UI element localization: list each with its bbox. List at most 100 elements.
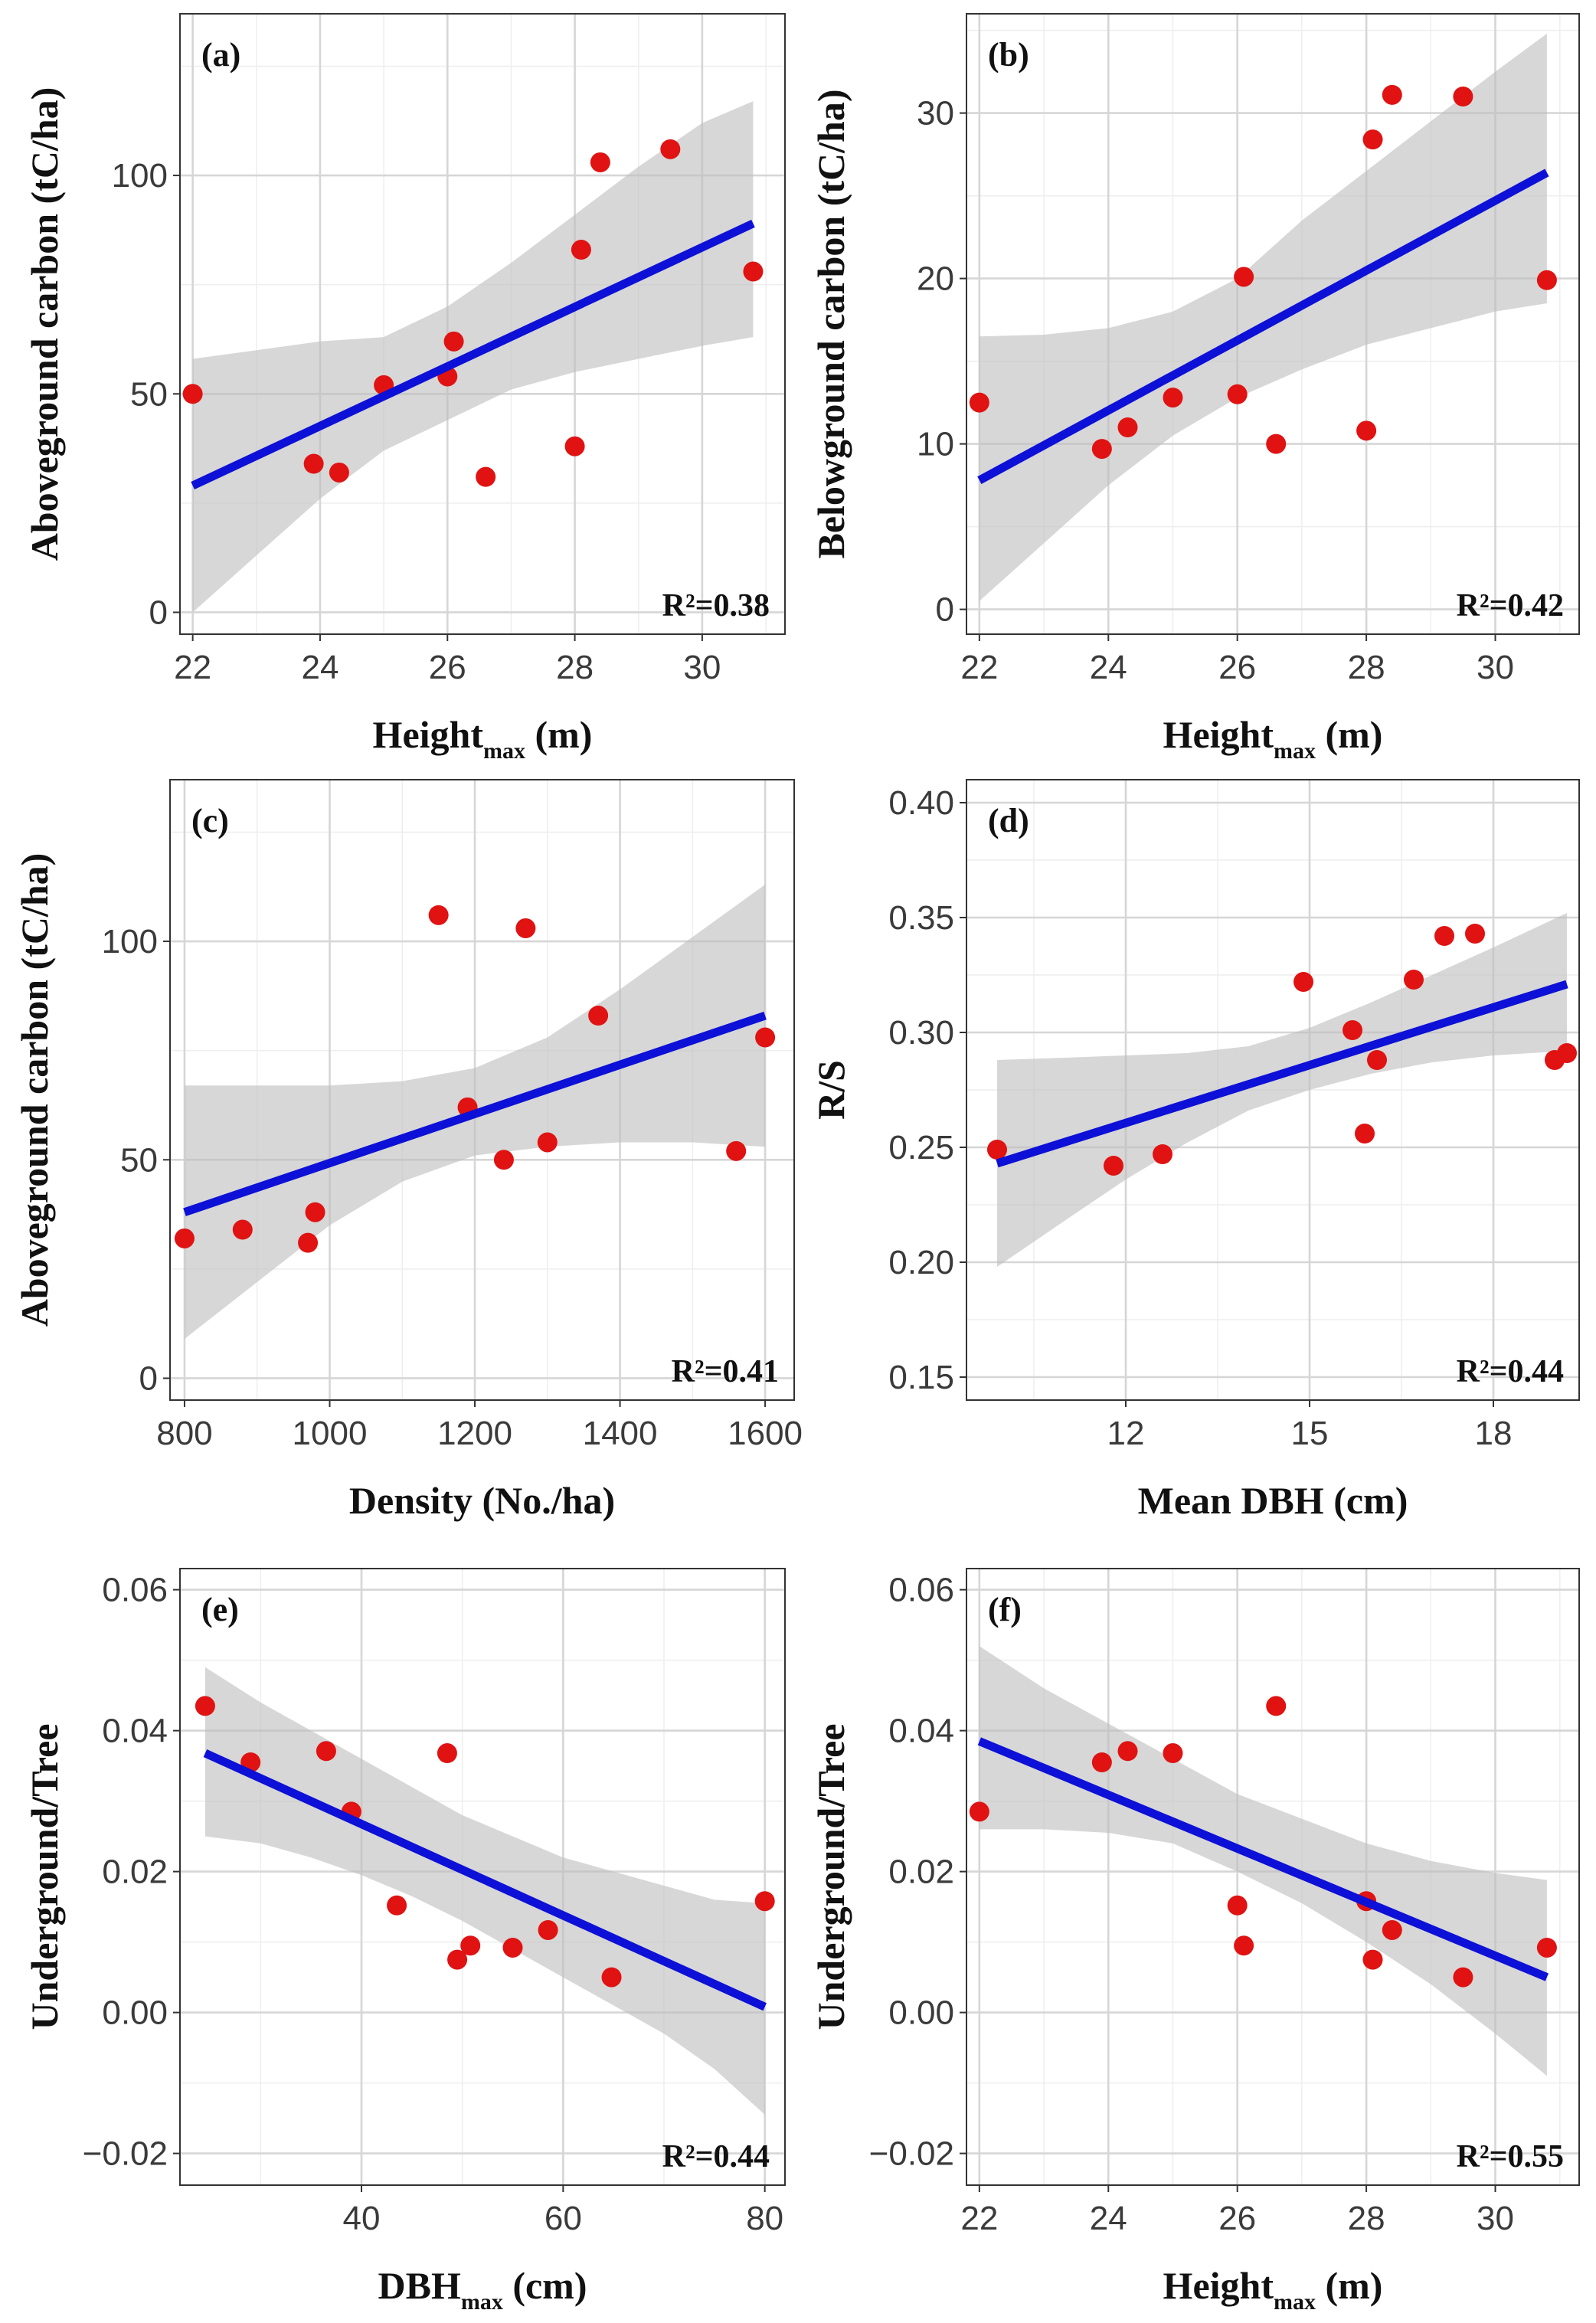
data-point	[754, 1891, 775, 1912]
data-point	[1234, 267, 1254, 287]
x-tick-label: 1000	[293, 1415, 368, 1452]
data-point	[660, 139, 681, 159]
panel-label: (c)	[191, 802, 229, 839]
data-point	[726, 1140, 747, 1161]
y-tick-label: 0.00	[102, 1994, 168, 2032]
y-tick-label: 0	[139, 1359, 158, 1397]
data-point	[493, 1150, 514, 1170]
panel-e: 40 60 80 −0.02 0.00 0.02 0.04 0.06 (e) R²=0.44 DBH…	[23, 1568, 786, 2315]
x-axis-title-subscript: max	[483, 738, 525, 764]
y-tick-label: 0.35	[888, 899, 954, 937]
data-point	[174, 1228, 195, 1248]
data-point	[1091, 1752, 1112, 1772]
y-tick-label: 50	[120, 1141, 158, 1179]
y-tick-label: 50	[130, 375, 168, 413]
data-point	[195, 1696, 215, 1716]
data-point	[601, 1967, 622, 1988]
data-point	[232, 1219, 253, 1240]
x-tick-label: 30	[1477, 2200, 1514, 2237]
y-tick-label: 0.02	[888, 1853, 954, 1891]
data-point	[298, 1232, 319, 1253]
confidence-band	[979, 33, 1547, 601]
panel-border	[179, 1568, 786, 2186]
data-point	[1266, 1696, 1287, 1716]
data-point	[387, 1895, 407, 1916]
x-tick-label: 1400	[583, 1415, 658, 1452]
y-tick-label: 20	[917, 260, 954, 298]
x-tick-label: 18	[1475, 1415, 1513, 1452]
data-point	[447, 1949, 468, 1970]
data-point	[969, 392, 989, 413]
x-axis-title: Heightmax (m)	[1163, 2264, 1383, 2315]
x-tick-label: 1200	[437, 1415, 512, 1452]
data-point	[303, 453, 324, 474]
x-tick-label: 24	[1090, 2200, 1127, 2237]
data-point	[476, 466, 496, 487]
r-squared-label: R²=0.44	[662, 2139, 770, 2174]
x-tick-label: 60	[545, 2200, 582, 2237]
y-tick-label: 0.06	[888, 1572, 954, 1609]
x-axis-title-main: Height	[1163, 2264, 1274, 2307]
y-tick-label: 0	[149, 594, 168, 631]
data-point	[969, 1801, 989, 1822]
y-tick-label: −0.02	[83, 2135, 168, 2173]
data-point	[987, 1140, 1007, 1160]
x-tick-label: 28	[1348, 2200, 1385, 2237]
panel-border	[169, 779, 795, 1401]
data-point	[1382, 1919, 1402, 1940]
data-point	[443, 331, 464, 352]
data-point	[571, 240, 591, 260]
x-tick-label: 800	[156, 1415, 212, 1452]
data-point	[538, 1919, 558, 1940]
y-tick-label: 0.20	[888, 1244, 954, 1281]
data-point	[329, 462, 349, 483]
gridlines	[966, 780, 1579, 1400]
regression-line	[977, 168, 1549, 484]
y-tick-label: 0.30	[888, 1014, 954, 1052]
data-point	[1453, 1967, 1473, 1988]
data-point	[502, 1937, 523, 1958]
y-tick-label: 30	[917, 95, 954, 133]
data-point	[1266, 434, 1287, 454]
x-axis-title: Density (No./ha)	[349, 1479, 615, 1522]
x-axis-title: Heightmax (m)	[1163, 713, 1383, 764]
data-point	[1234, 1935, 1254, 1956]
data-point	[515, 918, 536, 938]
r-squared-label: R²=0.44	[1457, 1354, 1564, 1389]
panel-label: (d)	[988, 802, 1029, 839]
panel-label: (e)	[201, 1591, 239, 1628]
data-point	[428, 905, 449, 925]
data-point	[564, 436, 585, 456]
r-squared-label: R²=0.41	[672, 1354, 779, 1389]
data-point	[588, 1006, 609, 1026]
data-point	[537, 1132, 558, 1153]
panel-border	[966, 779, 1580, 1401]
data-point	[1382, 84, 1402, 105]
y-tick-label: 0.02	[102, 1853, 168, 1891]
x-axis-title-unit: (m)	[1316, 713, 1382, 756]
panel-border	[966, 1568, 1580, 2186]
x-tick-label: 40	[343, 2200, 381, 2237]
x-tick-label: 22	[960, 649, 998, 686]
y-tick-label: 0	[936, 591, 954, 629]
y-tick-label: 0.25	[888, 1129, 954, 1166]
data-point	[1117, 417, 1138, 437]
data-point	[1453, 87, 1473, 106]
y-axis-title: Aboveground carbon (tC/ha)	[13, 853, 56, 1327]
confidence-band	[997, 913, 1567, 1267]
x-axis-title-subscript: max	[1274, 738, 1316, 764]
x-tick-label: 28	[1348, 649, 1385, 686]
x-tick-label: 30	[683, 649, 721, 686]
confidence-band	[204, 1667, 765, 2115]
regression-line	[996, 980, 1568, 1168]
panel-b: 22 24 26 28 30 0 10 20 30 (b) R²=0.42 Heightmax (m)…	[809, 13, 1580, 764]
x-axis-title-unit: (m)	[525, 713, 592, 756]
y-tick-label: 0.04	[102, 1713, 168, 1750]
panel-border	[966, 13, 1580, 635]
data-point	[1117, 1741, 1138, 1762]
x-tick-label: 12	[1107, 1415, 1145, 1452]
panel-c: 800 1000 1200 1400 1600 0 50 100 (c) R²=0.41 Densi…	[13, 779, 803, 1522]
data-point	[1293, 972, 1313, 992]
x-axis-title: Mean DBH (cm)	[1138, 1479, 1408, 1522]
